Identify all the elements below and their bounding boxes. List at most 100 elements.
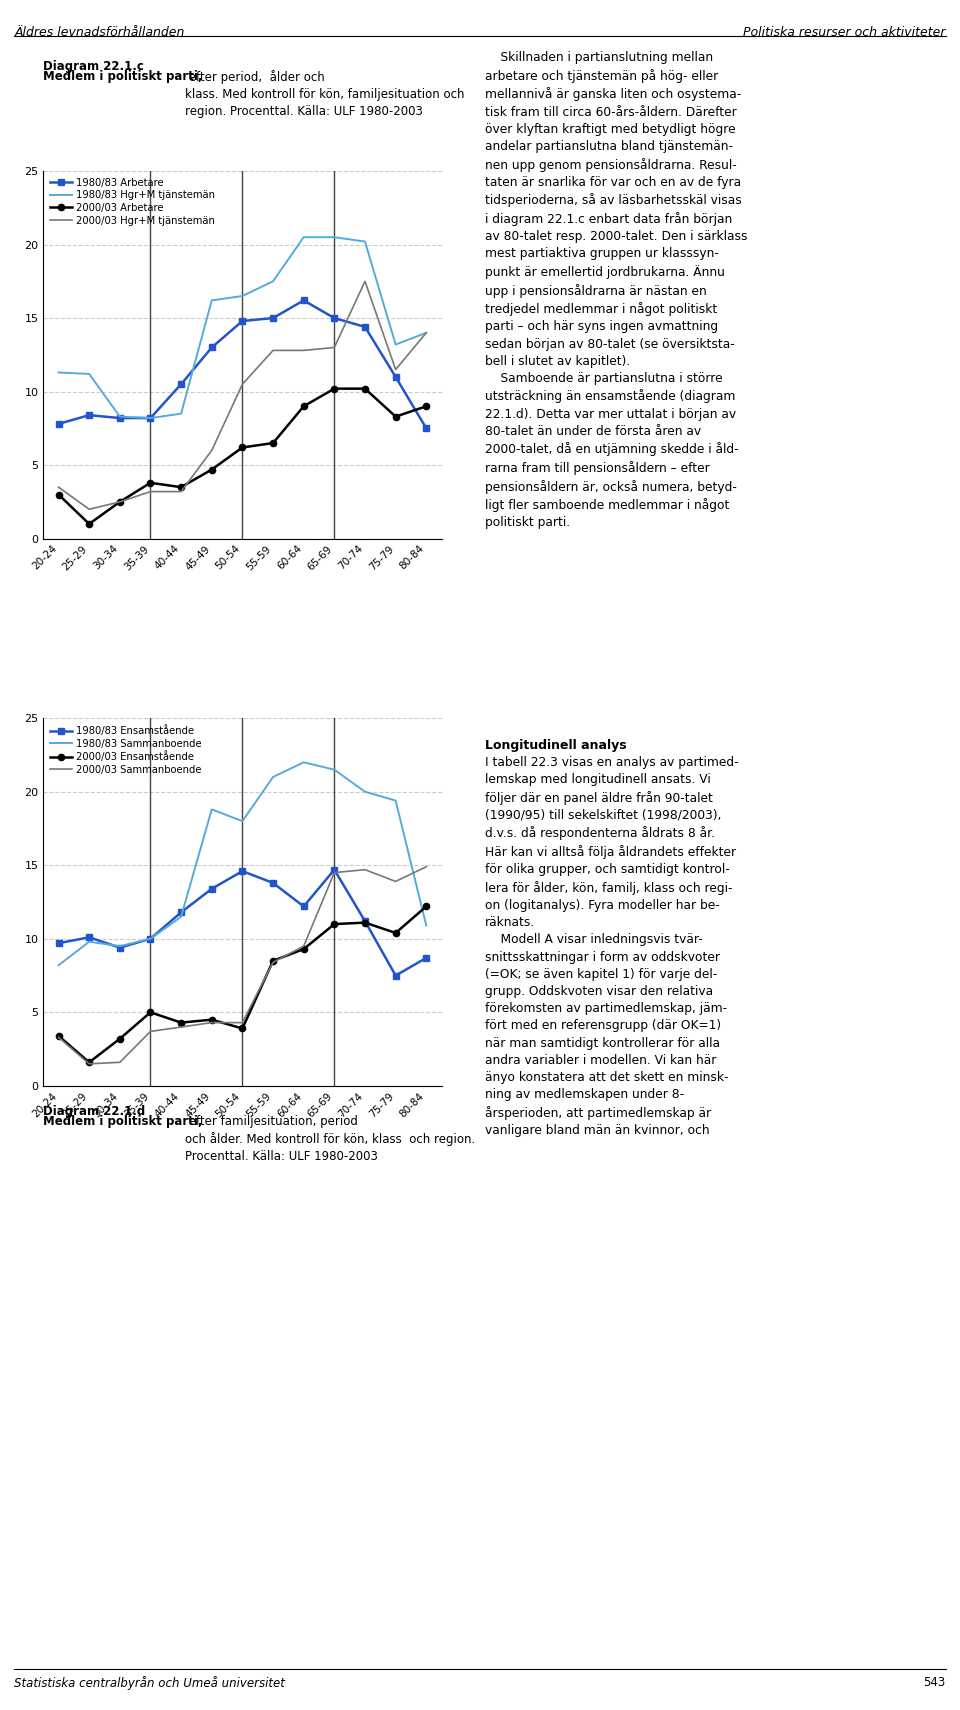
1980/83 Hgr+M tjänstemän: [176, 404, 187, 424]
Line: 2000/03 Arbetare: 2000/03 Arbetare: [56, 385, 429, 527]
2000/03 Sammanboende: [84, 1053, 95, 1074]
1980/83 Ensamstående: [236, 860, 248, 881]
1980/83 Ensamstående: [84, 927, 95, 947]
2000/03 Arbetare: [176, 477, 187, 498]
1980/83 Ensamstående: [298, 896, 309, 917]
2000/03 Ensamstående: [359, 913, 371, 934]
1980/83 Arbetare: [359, 316, 371, 337]
Text: Medlem i politiskt parti,: Medlem i politiskt parti,: [43, 70, 203, 84]
2000/03 Ensamstående: [298, 939, 309, 959]
1980/83 Arbetare: [114, 407, 126, 428]
2000/03 Arbetare: [390, 407, 401, 428]
2000/03 Hgr+M tjänstemän: [145, 481, 156, 501]
2000/03 Sammanboende: [145, 1021, 156, 1041]
2000/03 Arbetare: [328, 378, 340, 398]
2000/03 Ensamstående: [390, 923, 401, 944]
2000/03 Hgr+M tjänstemän: [53, 477, 64, 498]
2000/03 Sammanboende: [267, 952, 278, 973]
1980/83 Sammanboende: [84, 932, 95, 952]
1980/83 Hgr+M tjänstemän: [236, 286, 248, 306]
Text: Diagram 22.1.d: Diagram 22.1.d: [43, 1105, 146, 1118]
Text: efter familjesituation, period
och ålder. Med kontroll för kön, klass  och regio: efter familjesituation, period och ålder…: [185, 1115, 475, 1163]
1980/83 Hgr+M tjänstemän: [298, 227, 309, 248]
2000/03 Arbetare: [420, 397, 432, 417]
Legend: 1980/83 Arbetare, 1980/83 Hgr+M tjänstemän, 2000/03 Arbetare, 2000/03 Hgr+M tjän: 1980/83 Arbetare, 1980/83 Hgr+M tjänstem…: [48, 176, 217, 227]
1980/83 Arbetare: [420, 419, 432, 439]
Line: 1980/83 Hgr+M tjänstemän: 1980/83 Hgr+M tjänstemän: [59, 238, 426, 417]
Text: Skillnaden i partianslutning mellan
arbetare och tjänstemän på hög- eller
mellan: Skillnaden i partianslutning mellan arbe…: [485, 51, 747, 530]
1980/83 Ensamstående: [206, 879, 218, 899]
2000/03 Hgr+M tjänstemän: [267, 340, 278, 361]
2000/03 Sammanboende: [236, 1012, 248, 1033]
1980/83 Sammanboende: [420, 915, 432, 935]
Line: 1980/83 Arbetare: 1980/83 Arbetare: [56, 298, 429, 431]
1980/83 Arbetare: [84, 405, 95, 426]
2000/03 Sammanboende: [328, 862, 340, 882]
2000/03 Sammanboende: [176, 1017, 187, 1038]
1980/83 Hgr+M tjänstemän: [84, 364, 95, 385]
Line: 2000/03 Sammanboende: 2000/03 Sammanboende: [59, 867, 426, 1064]
1980/83 Hgr+M tjänstemän: [390, 333, 401, 354]
1980/83 Sammanboende: [53, 954, 64, 975]
2000/03 Ensamstående: [176, 1012, 187, 1033]
1980/83 Sammanboende: [359, 781, 371, 802]
1980/83 Hgr+M tjänstemän: [145, 407, 156, 428]
2000/03 Arbetare: [53, 484, 64, 504]
2000/03 Hgr+M tjänstemän: [236, 374, 248, 395]
2000/03 Hgr+M tjänstemän: [298, 340, 309, 361]
1980/83 Ensamstående: [267, 872, 278, 893]
1980/83 Sammanboende: [145, 929, 156, 949]
2000/03 Ensamstående: [114, 1028, 126, 1048]
Text: Äldres levnadsförhållanden: Äldres levnadsförhållanden: [14, 26, 184, 39]
1980/83 Arbetare: [176, 374, 187, 395]
Line: 1980/83 Ensamstående: 1980/83 Ensamstående: [56, 867, 429, 978]
1980/83 Ensamstående: [176, 903, 187, 923]
1980/83 Arbetare: [206, 337, 218, 357]
Text: Diagram 22.1.c: Diagram 22.1.c: [43, 60, 144, 74]
Line: 2000/03 Hgr+M tjänstemän: 2000/03 Hgr+M tjänstemän: [59, 282, 426, 510]
Line: 2000/03 Ensamstående: 2000/03 Ensamstående: [56, 903, 429, 1065]
2000/03 Ensamstående: [53, 1026, 64, 1047]
Text: Medlem i politiskt parti,: Medlem i politiskt parti,: [43, 1115, 203, 1129]
1980/83 Hgr+M tjänstemän: [206, 291, 218, 311]
2000/03 Sammanboende: [206, 1012, 218, 1033]
1980/83 Ensamstående: [53, 934, 64, 954]
2000/03 Arbetare: [84, 513, 95, 534]
2000/03 Hgr+M tjänstemän: [206, 439, 218, 460]
2000/03 Arbetare: [114, 492, 126, 513]
1980/83 Hgr+M tjänstemän: [328, 227, 340, 248]
1980/83 Hgr+M tjänstemän: [114, 407, 126, 428]
1980/83 Arbetare: [53, 414, 64, 434]
Line: 1980/83 Sammanboende: 1980/83 Sammanboende: [59, 763, 426, 964]
2000/03 Arbetare: [359, 378, 371, 398]
1980/83 Arbetare: [390, 366, 401, 386]
2000/03 Ensamstående: [267, 951, 278, 971]
2000/03 Arbetare: [298, 397, 309, 417]
1980/83 Sammanboende: [176, 906, 187, 927]
1980/83 Arbetare: [236, 311, 248, 332]
2000/03 Ensamstående: [145, 1002, 156, 1023]
1980/83 Ensamstående: [420, 947, 432, 968]
2000/03 Arbetare: [206, 460, 218, 481]
2000/03 Sammanboende: [420, 857, 432, 877]
1980/83 Sammanboende: [206, 799, 218, 819]
2000/03 Arbetare: [267, 433, 278, 453]
2000/03 Sammanboende: [390, 870, 401, 891]
1980/83 Arbetare: [298, 291, 309, 311]
2000/03 Sammanboende: [53, 1028, 64, 1048]
2000/03 Hgr+M tjänstemän: [114, 492, 126, 513]
2000/03 Hgr+M tjänstemän: [176, 481, 187, 501]
2000/03 Ensamstående: [328, 913, 340, 934]
1980/83 Sammanboende: [390, 790, 401, 811]
2000/03 Hgr+M tjänstemän: [84, 499, 95, 520]
2000/03 Hgr+M tjänstemän: [390, 359, 401, 380]
1980/83 Arbetare: [267, 308, 278, 328]
1980/83 Ensamstående: [359, 911, 371, 932]
Text: efter period,  ålder och
klass. Med kontroll för kön, familjesituation och
regio: efter period, ålder och klass. Med kontr…: [185, 70, 465, 118]
Text: I tabell 22.3 visas en analys av partimed-
lemskap med longitudinell ansats. Vi
: I tabell 22.3 visas en analys av partime…: [485, 756, 738, 1137]
2000/03 Sammanboende: [359, 860, 371, 881]
Legend: 1980/83 Ensamstående, 1980/83 Sammanboende, 2000/03 Ensamstående, 2000/03 Samman: 1980/83 Ensamstående, 1980/83 Sammanboen…: [48, 723, 204, 776]
1980/83 Arbetare: [328, 308, 340, 328]
1980/83 Ensamstående: [328, 860, 340, 881]
1980/83 Ensamstående: [390, 964, 401, 985]
